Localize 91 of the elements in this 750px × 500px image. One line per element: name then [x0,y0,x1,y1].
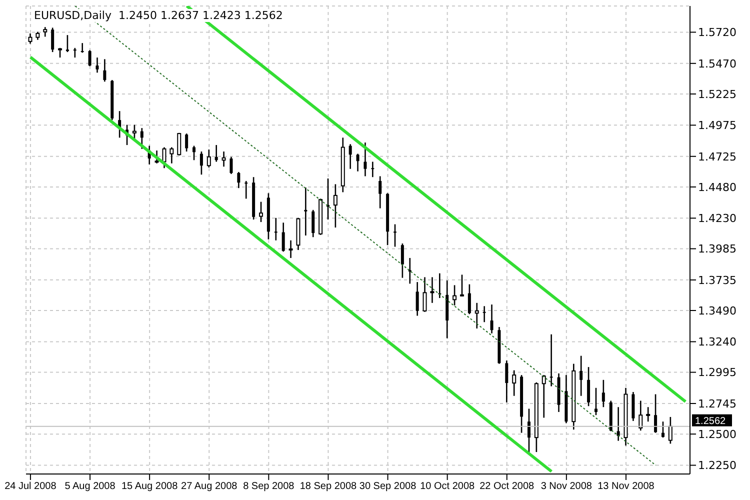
candlestick [58,47,62,58]
candlestick [274,217,278,242]
y-tick-label: 1.3240 [698,336,736,349]
candlestick [646,406,650,422]
y-tick-label: 1.3985 [698,242,736,256]
candlestick [312,209,315,238]
candlestick [222,150,226,168]
candlestick [282,222,285,252]
candlestick [177,132,182,156]
y-tick-label: 1.4480 [698,180,736,194]
candlestick [162,146,166,169]
candlestick [73,47,76,58]
candlestick [51,27,54,53]
candlestick [638,400,643,432]
candlestick [88,50,92,67]
candlestick [460,274,464,298]
candlestick [356,153,360,172]
y-tick-label: 1.4725 [698,150,736,164]
y-tick-label: 1.5470 [698,57,736,70]
candlestick [66,34,69,53]
candlestick [580,355,583,397]
x-tick-label: 30 Sep 2008 [359,481,417,492]
candlestick [587,366,590,407]
candlestick [378,176,382,209]
candlestick [259,201,264,223]
candlestick [96,56,99,74]
x-tick-label: 8 Sep 2008 [243,481,295,492]
candlestick [348,144,352,170]
x-tick-label: 10 Oct 2008 [420,481,476,492]
x-tick-label: 15 Aug 2008 [121,481,178,492]
candlestick [542,374,546,418]
candlestick [661,420,664,438]
candlestick [237,171,240,189]
candlestick [430,276,434,304]
y-tick-label: 1.2745 [698,397,736,410]
x-tick-label: 22 Oct 2008 [480,481,535,492]
candlestick [364,142,367,177]
x-tick-label: 13 Nov 2008 [598,481,655,492]
candlestick [468,284,471,315]
candlestick [214,144,218,162]
candlestick [140,127,144,150]
candlestick [192,145,196,161]
candlestick [400,242,404,278]
y-tick-label: 1.5720 [698,26,736,40]
candlestick [490,304,494,334]
y-tick-label: 1.2250 [698,459,736,472]
candlestick [512,370,516,397]
candlestick [616,406,620,442]
candlestick [206,148,211,168]
candlestick [602,379,605,408]
candlestick [527,408,530,454]
candlestick [482,305,486,323]
candlestick [304,186,308,236]
ref-line-label: 1.2562 [695,416,726,427]
x-tick-label: 3 Nov 2008 [540,481,592,492]
candlestick [333,184,338,228]
y-tick-label: 1.3735 [698,274,736,287]
candlestick [371,161,374,178]
candlestick [550,334,553,387]
candlestick [668,416,672,444]
candlestick [200,150,203,176]
y-tick-label: 1.3490 [698,304,736,318]
candlestick [230,156,233,175]
candlestick [416,281,419,316]
candlestick [654,394,658,434]
candlestick [154,150,159,164]
chart-title: EURUSD,Daily 1.2450 1.2637 1.2423 1.2562 [32,9,285,22]
candlestick [170,146,174,164]
candlestick [594,387,598,416]
candlestick [103,58,106,82]
candlestick [422,276,427,313]
y-tick-label: 1.5225 [698,88,736,101]
candlestick [28,32,32,44]
candlestick [288,240,293,259]
x-tick-label: 5 Aug 2008 [64,481,116,492]
y-tick-label: 1.4230 [698,212,736,226]
candlestick [185,132,188,152]
candlestick [43,26,48,38]
candlestick [394,224,396,248]
x-tick-label: 24 Jul 2008 [4,481,57,492]
x-tick-label: 18 Sep 2008 [300,481,358,492]
candlestick [505,360,508,404]
y-tick-label: 1.2995 [698,366,736,380]
candlestick [80,42,84,54]
y-tick-label: 1.2500 [698,428,736,441]
candlestick [474,302,479,330]
x-tick-label: 27 Aug 2008 [181,481,238,492]
candlestick [452,284,457,306]
candlestick [408,257,412,284]
y-tick-label: 1.4975 [698,119,736,132]
candlestick [244,180,248,200]
